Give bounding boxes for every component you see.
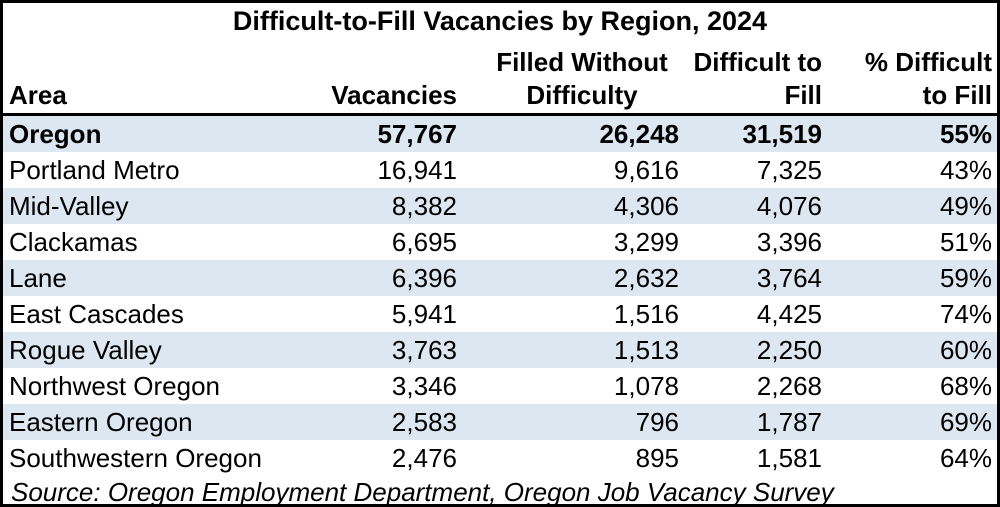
column-header-line1: Difficult to [693, 47, 822, 77]
column-header-area: Area [3, 40, 303, 116]
cell-pct-difficult: 60% [836, 332, 997, 368]
column-header-line2: Fill [784, 79, 822, 110]
cell-area: Rogue Valley [3, 332, 303, 368]
cell-vacancies: 3,763 [303, 332, 471, 368]
column-header-line2: Vacancies [331, 79, 457, 110]
cell-vacancies: 3,346 [391, 371, 457, 401]
cell-filled-without: 4,306 [471, 188, 693, 224]
cell-area: East Cascades [9, 299, 184, 329]
cell-difficult-to-fill: 2,268 [756, 371, 822, 401]
cell-filled-without: 2,632 [471, 260, 693, 296]
cell-area: Southwestern Oregon [9, 443, 262, 473]
cell-filled-without: 895 [635, 443, 679, 473]
table-title: Difficult-to-Fill Vacancies by Region, 2… [232, 6, 768, 36]
cell-area: Eastern Oregon [3, 404, 303, 440]
table-row: Southwestern Oregon 2,476 895 1,581 64% [3, 440, 997, 476]
column-header-line1: Filled Without [496, 47, 668, 77]
column-header-line1: % Difficult [864, 47, 992, 77]
cell-pct-difficult: 55% [836, 114, 997, 152]
table-row: Lane 6,396 2,632 3,764 59% [3, 260, 997, 296]
column-header-vacancies: Vacancies [303, 40, 471, 116]
cell-difficult-to-fill: 2,250 [693, 332, 836, 368]
table-row: Portland Metro 16,941 9,616 7,325 43% [3, 152, 997, 188]
cell-filled-without: 1,078 [613, 371, 679, 401]
cell-vacancies: 57,767 [303, 114, 471, 152]
table-row: Clackamas 6,695 3,299 3,396 51% [3, 224, 997, 260]
cell-difficult-to-fill: 1,581 [756, 443, 822, 473]
cell-difficult-to-fill: 1,787 [693, 404, 836, 440]
cell-pct-difficult: 69% [836, 404, 997, 440]
cell-filled-without: 796 [471, 404, 693, 440]
column-header-line2: to Fill [922, 79, 992, 110]
cell-vacancies: 6,396 [303, 260, 471, 296]
cell-filled-without: 1,516 [613, 299, 679, 329]
cell-area: Northwest Oregon [9, 371, 220, 401]
column-header-pct-difficult-to-fill: % Difficult to Fill [836, 40, 997, 116]
table-row: Eastern Oregon 2,583 796 1,787 69% [3, 404, 997, 440]
cell-pct-difficult: 43% [939, 155, 992, 185]
cell-difficult-to-fill: 3,764 [693, 260, 836, 296]
cell-area: Clackamas [9, 227, 138, 257]
header-row: Area Vacancies Filled Without Difficulty… [3, 40, 997, 116]
cell-area: Oregon [3, 114, 303, 152]
cell-vacancies: 8,382 [303, 188, 471, 224]
table-row: East Cascades 5,941 1,516 4,425 74% [3, 296, 997, 332]
column-header-difficult-to-fill: Difficult to Fill [693, 40, 836, 116]
cell-vacancies: 16,941 [377, 155, 457, 185]
cell-difficult-to-fill: 4,425 [756, 299, 822, 329]
column-header-line2: Area [9, 79, 67, 110]
cell-pct-difficult: 59% [836, 260, 997, 296]
table-row: Mid-Valley 8,382 4,306 4,076 49% [3, 188, 997, 224]
vacancies-table: Area Vacancies Filled Without Difficulty… [3, 40, 997, 507]
cell-filled-without: 1,513 [471, 332, 693, 368]
source-row: Source: Oregon Employment Department, Or… [3, 476, 997, 507]
column-header-line2: Difficulty [526, 79, 638, 110]
cell-vacancies: 2,476 [391, 443, 457, 473]
table-row: Rogue Valley 3,763 1,513 2,250 60% [3, 332, 997, 368]
cell-filled-without: 9,616 [613, 155, 679, 185]
cell-area: Lane [3, 260, 303, 296]
cell-difficult-to-fill: 7,325 [756, 155, 822, 185]
cell-difficult-to-fill: 31,519 [693, 114, 836, 152]
column-header-filled-without-difficulty: Filled Without Difficulty [471, 40, 693, 116]
source-note: Source: Oregon Employment Department, Or… [11, 477, 834, 507]
cell-difficult-to-fill: 4,076 [693, 188, 836, 224]
cell-pct-difficult: 64% [939, 443, 992, 473]
cell-pct-difficult: 49% [836, 188, 997, 224]
cell-pct-difficult: 51% [939, 227, 992, 257]
cell-pct-difficult: 74% [939, 299, 992, 329]
table-row: Northwest Oregon 3,346 1,078 2,268 68% [3, 368, 997, 404]
cell-difficult-to-fill: 3,396 [756, 227, 822, 257]
cell-area: Mid-Valley [3, 188, 303, 224]
cell-pct-difficult: 68% [939, 371, 992, 401]
cell-vacancies: 2,583 [303, 404, 471, 440]
cell-filled-without: 26,248 [471, 114, 693, 152]
cell-area: Portland Metro [9, 155, 180, 185]
cell-vacancies: 6,695 [391, 227, 457, 257]
cell-filled-without: 3,299 [613, 227, 679, 257]
cell-vacancies: 5,941 [391, 299, 457, 329]
table-row: Oregon 57,767 26,248 31,519 55% [3, 114, 997, 152]
